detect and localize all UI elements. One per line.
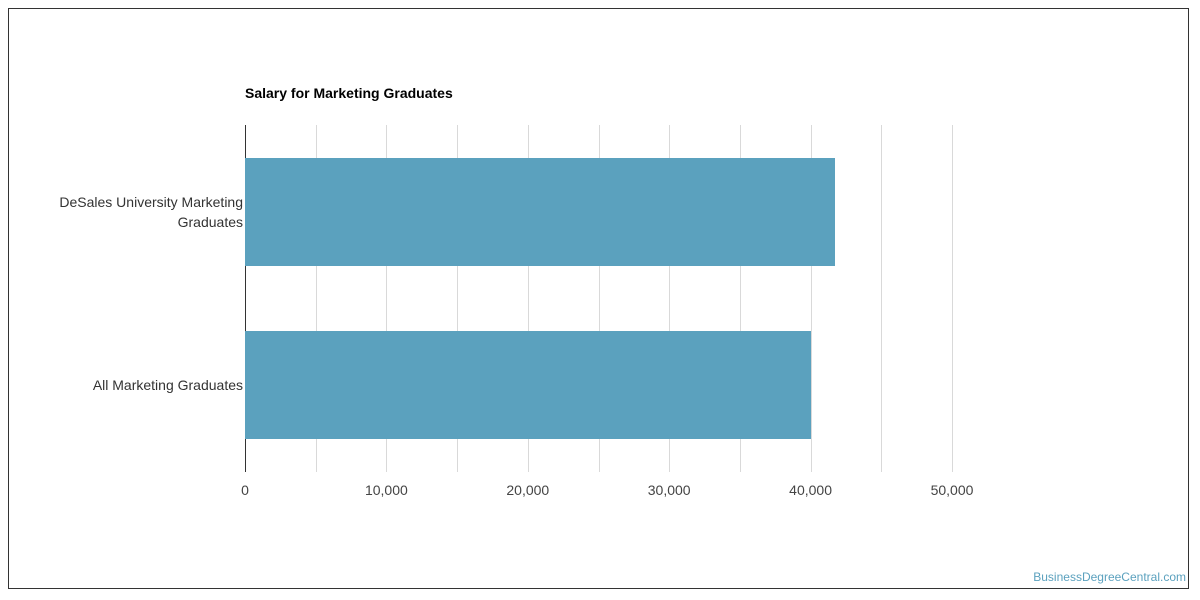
grid-line [810,125,812,472]
grid-line [739,125,741,472]
chart-title: Salary for Marketing Graduates [245,85,453,101]
grid-line [386,125,388,472]
grid-line [669,125,671,472]
x-tick-label: 10,000 [364,482,408,498]
y-tick-label: DeSales University Marketing Graduates [59,193,243,230]
source-link[interactable]: BusinessDegreeCentral.com [1033,570,1186,584]
x-tick-label: 20,000 [506,482,550,498]
grid-line [952,125,953,472]
y-tick-label: All Marketing Graduates [92,377,243,394]
bar [245,331,811,440]
frame [8,8,1189,589]
grid-line [527,125,529,472]
x-tick-label: 30,000 [647,482,691,498]
x-tick-label: 0 [241,482,249,498]
x-tick-label: 40,000 [789,482,832,498]
grid-line [881,125,883,472]
x-tick-label: 50,000 [930,482,974,498]
bar [245,157,835,266]
grid-line [457,125,459,472]
grid-line [598,125,600,472]
y-axis-line [245,125,246,472]
grid-line [315,125,317,472]
